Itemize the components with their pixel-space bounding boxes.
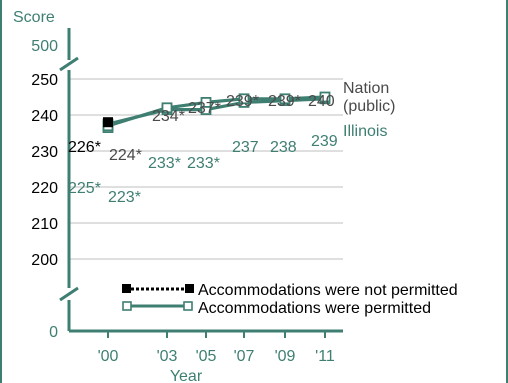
x-tick-label: '05 bbox=[196, 348, 217, 365]
data-label-illinois: 238 bbox=[270, 139, 297, 156]
x-tick-label: '09 bbox=[275, 348, 296, 365]
nation-point bbox=[161, 102, 173, 114]
x-axis-title: Year bbox=[170, 368, 203, 383]
nation-line bbox=[107, 95, 326, 128]
legend-label-not-permitted: Accommodations were not permitted bbox=[198, 282, 458, 299]
y-axis-title: Score bbox=[13, 9, 55, 26]
data-label-illinois: 233* bbox=[148, 155, 181, 172]
y-tick-label-250: 250 bbox=[31, 72, 58, 89]
x-tick-label: '11 bbox=[315, 348, 335, 365]
x-tick-labels: '00 '03 '05 '07 '09 '11 bbox=[98, 348, 335, 365]
data-label-illinois: 237 bbox=[232, 139, 259, 156]
data-label-illinois: 239 bbox=[311, 133, 338, 150]
data-label-illinois: 225* bbox=[68, 180, 101, 197]
nation-point bbox=[319, 91, 331, 103]
y-tick-label-500: 500 bbox=[31, 38, 58, 55]
data-label-nation: 224* bbox=[109, 147, 142, 164]
data-labels: 226* 224* 234* 237* 239* 239* 240 225* 233* 233* 2… bbox=[68, 93, 338, 206]
legend-label-permitted: Accommodations were permitted bbox=[198, 300, 431, 317]
series-markers bbox=[102, 91, 331, 133]
nation-point bbox=[279, 93, 291, 105]
x-tick-label: '03 bbox=[157, 348, 178, 365]
nation-point bbox=[238, 93, 250, 105]
legend-item-not-permitted: Accommodations were not permitted bbox=[122, 282, 458, 299]
nation-label-line2: (public) bbox=[343, 98, 395, 115]
x-tick-label: '00 bbox=[98, 348, 119, 365]
y-axis bbox=[59, 28, 343, 338]
x-tick-label: '07 bbox=[234, 348, 255, 365]
data-label-nation: 234* bbox=[152, 108, 185, 125]
data-label-nation: 237* bbox=[188, 100, 221, 117]
y-tick-label-220: 220 bbox=[31, 180, 58, 197]
legend: Accommodations were not permitted Accomm… bbox=[122, 282, 458, 317]
data-label-illinois-not-permitted: 223* bbox=[108, 189, 141, 206]
series-lines bbox=[107, 95, 326, 128]
data-label-nation: 240 bbox=[308, 93, 335, 110]
data-label-nation-not-permitted: 226* bbox=[68, 139, 101, 156]
data-label-nation: 239* bbox=[226, 93, 259, 110]
y-tick-label-240: 240 bbox=[31, 108, 58, 125]
y-tick-label-200: 200 bbox=[31, 252, 58, 269]
illinois-label: Illinois bbox=[343, 123, 387, 140]
nation-not-permitted-point bbox=[103, 117, 113, 128]
y-tick-label-0: 0 bbox=[49, 324, 58, 341]
y-tick-label-230: 230 bbox=[31, 144, 58, 161]
nation-point bbox=[200, 97, 212, 108]
axis-break-lower bbox=[59, 286, 79, 302]
series-name-labels: Nation (public) Illinois bbox=[343, 80, 395, 140]
legend-item-permitted: Accommodations were permitted bbox=[122, 300, 431, 317]
y-tick-labels: 500 250 240 230 220 210 200 0 bbox=[31, 38, 58, 341]
gridlines bbox=[69, 78, 343, 260]
data-label-illinois: 233* bbox=[187, 155, 220, 172]
axis-break-upper bbox=[59, 56, 79, 72]
y-tick-label-210: 210 bbox=[31, 216, 58, 233]
nation-label-line1: Nation bbox=[343, 80, 389, 97]
data-label-nation: 239* bbox=[268, 93, 301, 110]
